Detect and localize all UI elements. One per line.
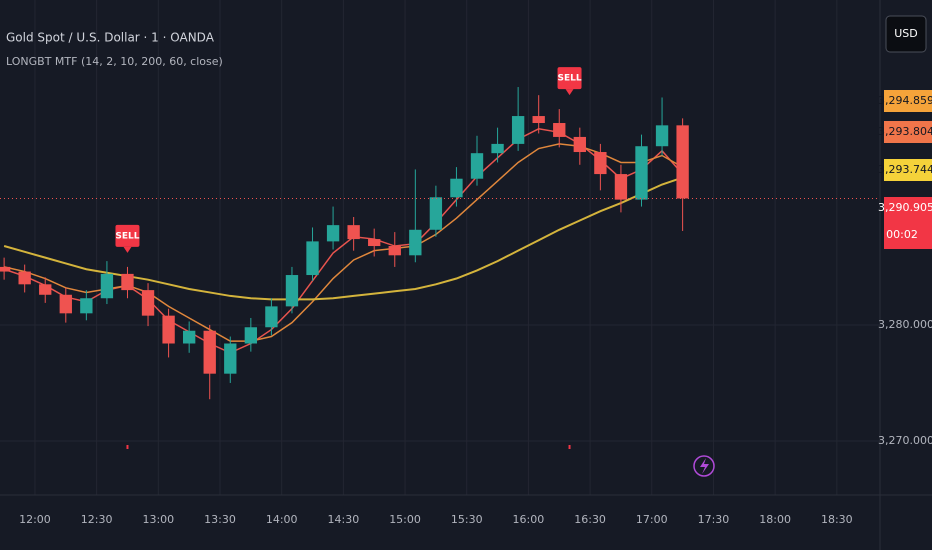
countdown: 00:02 bbox=[886, 228, 918, 241]
sell-marker bbox=[568, 445, 571, 449]
price-tag bbox=[884, 121, 932, 143]
price-tag bbox=[884, 197, 932, 249]
x-tick-label: 12:00 bbox=[19, 513, 51, 526]
candle-body bbox=[244, 327, 258, 344]
candle-body bbox=[162, 315, 175, 344]
sell-label: SELL bbox=[557, 74, 581, 84]
x-tick-label: 13:00 bbox=[142, 513, 174, 526]
candle-body bbox=[491, 143, 504, 154]
candle-body bbox=[614, 174, 628, 200]
y-tick-label: 3,280.000 bbox=[878, 318, 932, 331]
indicator-label: LONGBT MTF (14, 2, 10, 200, 60, close) bbox=[6, 55, 223, 68]
candle-body bbox=[655, 125, 669, 147]
candle-body bbox=[635, 146, 648, 200]
candle-body bbox=[306, 241, 319, 276]
y-tick-label: 3,270.000 bbox=[878, 434, 932, 447]
sell-label: SELL bbox=[115, 231, 139, 241]
candle-body bbox=[532, 116, 545, 124]
candle-body bbox=[224, 343, 237, 374]
x-tick-label: 15:00 bbox=[389, 513, 421, 526]
candle-body bbox=[265, 306, 278, 328]
x-tick-label: 15:30 bbox=[451, 513, 483, 526]
alert-bolt bbox=[700, 458, 709, 474]
x-tick-label: 18:00 bbox=[759, 513, 791, 526]
candle-body bbox=[429, 197, 443, 230]
currency-button[interactable] bbox=[885, 15, 927, 53]
x-tick-label: 14:30 bbox=[328, 513, 360, 526]
price-tag-label: 3,290.905 bbox=[878, 201, 932, 214]
candle-body bbox=[388, 246, 401, 256]
candle-body bbox=[285, 275, 299, 307]
sell-flag bbox=[115, 224, 140, 247]
candle-body bbox=[450, 178, 463, 198]
x-tick-label: 14:00 bbox=[266, 513, 298, 526]
candle-body bbox=[594, 152, 607, 175]
x-tick-label: 18:30 bbox=[821, 513, 853, 526]
currency[interactable]: USD bbox=[894, 27, 918, 40]
candle-body bbox=[100, 273, 114, 299]
sell-marker bbox=[126, 445, 129, 449]
candle-body bbox=[409, 229, 422, 256]
candle-body bbox=[553, 123, 566, 137]
candle-body bbox=[676, 125, 689, 199]
candle-body bbox=[182, 330, 196, 344]
x-tick-label: 16:00 bbox=[513, 513, 545, 526]
sell-pointer bbox=[565, 89, 574, 96]
candle-body bbox=[141, 290, 155, 316]
sell-flag bbox=[557, 67, 582, 90]
alert-icon[interactable] bbox=[693, 455, 715, 477]
x-tick-label: 12:30 bbox=[81, 513, 113, 526]
x-tick-label: 13:30 bbox=[204, 513, 236, 526]
candle-body bbox=[39, 284, 52, 295]
candle-body bbox=[80, 298, 93, 314]
x-tick-label: 17:30 bbox=[698, 513, 730, 526]
sell-pointer bbox=[123, 246, 132, 253]
price-tag-label: 3,293.744 bbox=[878, 163, 932, 176]
x-tick-label: 16:30 bbox=[574, 513, 606, 526]
chart-title: Gold Spot / U.S. Dollar · 1 · OANDA bbox=[6, 31, 215, 45]
candle-body bbox=[203, 330, 216, 374]
moving-average bbox=[3, 143, 683, 342]
candle-body bbox=[573, 136, 586, 153]
candle-body bbox=[0, 266, 11, 272]
grid bbox=[0, 0, 880, 495]
price-tag bbox=[884, 90, 932, 112]
candle-body bbox=[470, 153, 484, 179]
candle-body bbox=[368, 239, 381, 247]
plot bbox=[0, 87, 880, 400]
candle-body bbox=[511, 116, 525, 144]
price-tag-label: 3,293.804 bbox=[878, 125, 932, 138]
candle-body bbox=[326, 225, 340, 242]
candle-body bbox=[59, 294, 72, 314]
candle-body bbox=[121, 273, 134, 291]
price-tag bbox=[884, 159, 932, 181]
moving-average bbox=[3, 176, 683, 301]
price-tag-label: 3,294.859 bbox=[878, 94, 932, 107]
candle-body bbox=[18, 271, 31, 285]
candle-body bbox=[347, 225, 360, 240]
x-tick-label: 17:00 bbox=[636, 513, 668, 526]
